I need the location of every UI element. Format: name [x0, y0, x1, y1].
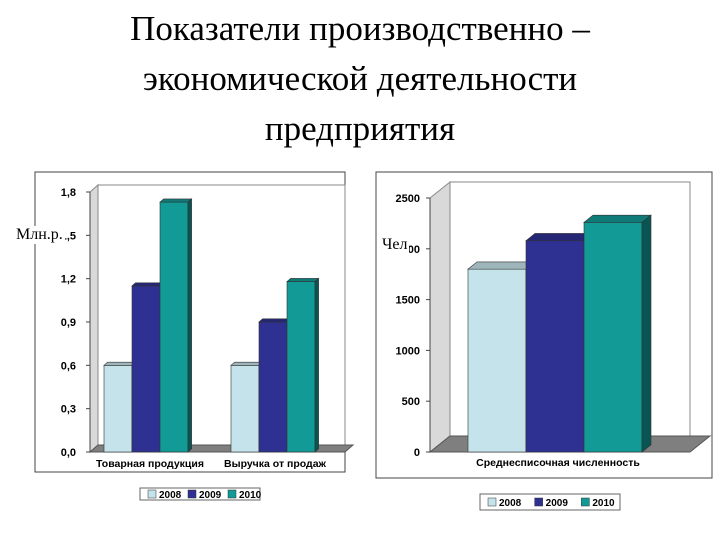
chart2-bar-2008-1 [467, 261, 536, 453]
bar-top [467, 261, 536, 270]
chart1-y-tick-label: 1,2 [61, 274, 76, 286]
chart1-y-tick-label: 0,3 [61, 404, 76, 416]
title-line-3: предприятия [264, 109, 456, 148]
chart2-y-unit-label: Чел [380, 236, 410, 254]
chart1-y-tick-label: 0,0 [61, 447, 76, 459]
bar-top [286, 278, 320, 282]
chart1-legend-swatch [227, 489, 237, 499]
title-line-2: экономической деятельности [142, 59, 578, 98]
bar-top [525, 233, 594, 241]
chart2-legend-swatch [581, 497, 590, 507]
chart1-legend-label: 2009 [199, 490, 222, 501]
chart1-bar-2008-2 [230, 361, 264, 453]
chart1-category-label: Товарная продукция [96, 458, 204, 470]
chart1-y-tick-label: 1,8 [61, 187, 76, 199]
chart2-y-tick-label: 1000 [396, 345, 420, 357]
chart1-bar-2009-1 [131, 282, 165, 453]
bar-top [103, 361, 137, 366]
page-title: Показатели производственно – экономическ… [0, 4, 720, 154]
chart2-y-tick-label: 1500 [396, 295, 420, 307]
chart2-y-tick-label: 2500 [396, 193, 420, 205]
bar-front [230, 365, 260, 453]
chart2-side-wall [429, 180, 451, 454]
chart2-legend-label: 2009 [546, 498, 569, 509]
chart1-y-unit-label: Млн.р. [14, 226, 65, 244]
bar-front [159, 201, 189, 453]
bar-top [258, 318, 292, 323]
bar-front [467, 268, 527, 453]
chart2-group: 05001000150020002500Среднесписочная числ… [375, 171, 713, 511]
chart1-side-wall [89, 183, 99, 454]
title-line-1: Показатели производственно – [130, 9, 590, 48]
chart2-category-label: Среднесписочная численность [476, 457, 640, 469]
chart2-legend-swatch [534, 497, 543, 507]
chart1-category-label: Выручка от продаж [224, 458, 327, 470]
chart2-bar-2010-1 [583, 214, 652, 453]
bar-top [159, 198, 193, 203]
chart1-bar-2010-1 [159, 198, 193, 453]
bar-front [583, 222, 643, 453]
chart2-legend-label: 2010 [592, 498, 615, 509]
bar-front [258, 321, 288, 453]
chart2-bar-2009-1 [525, 232, 594, 453]
bar-front [131, 285, 161, 453]
bar-front [525, 240, 585, 453]
chart2-y-tick-label: 0 [414, 447, 420, 459]
bar-side [641, 214, 652, 453]
bar-side [187, 198, 192, 453]
chart2-legend-label: 2008 [499, 498, 522, 509]
bar-top [583, 214, 652, 223]
chart1-legend-label: 2008 [159, 490, 182, 501]
chart2-y-tick-label: 500 [402, 396, 420, 408]
bar-top [131, 282, 165, 287]
chart1-bar-2009-2 [258, 318, 292, 453]
chart1-bar-2008-1 [103, 361, 137, 453]
bar-front [103, 365, 133, 453]
chart1-y-tick-label: 0,6 [61, 360, 76, 372]
chart1-legend-swatch [147, 489, 157, 499]
chart1-legend-label: 2010 [239, 490, 262, 501]
bar-side [314, 277, 319, 453]
chart2-legend-swatch [487, 497, 497, 507]
bar-front [286, 281, 316, 453]
chart1-bar-2010-2 [286, 277, 320, 453]
chart1-legend-swatch [187, 489, 197, 499]
bar-top [230, 361, 264, 366]
chart1-y-tick-label: 0,9 [61, 317, 76, 329]
